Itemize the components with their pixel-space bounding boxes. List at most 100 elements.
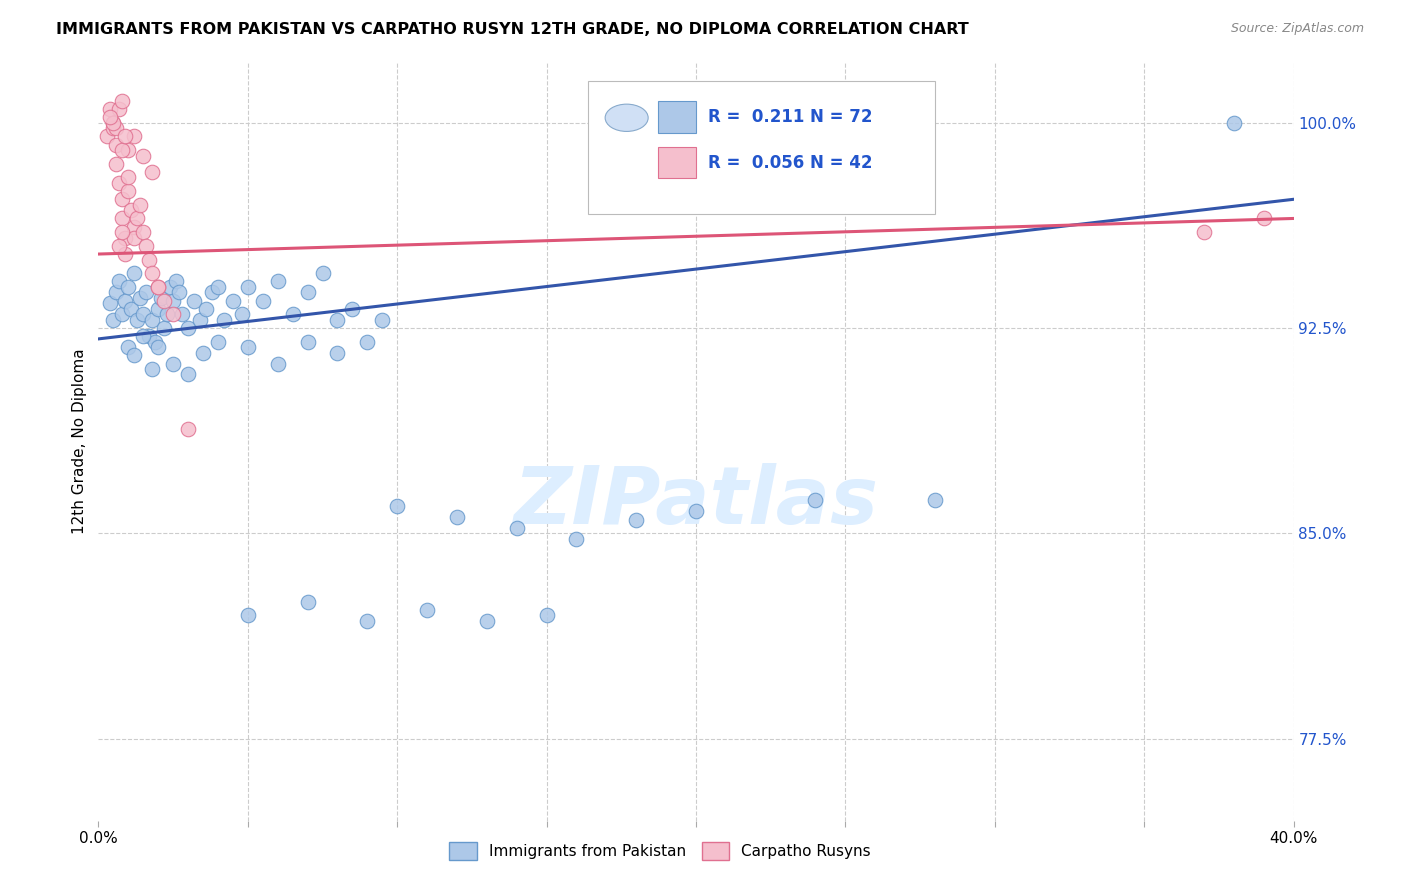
Point [141, 362, 163, 376]
Point [236, 340, 259, 354]
Point [536, 608, 558, 623]
Point [222, 293, 245, 308]
Point [124, 129, 146, 144]
Point [108, 239, 131, 253]
Point [103, 116, 125, 130]
Point [162, 357, 184, 371]
Point [177, 321, 200, 335]
Point [311, 266, 333, 280]
Point [111, 192, 134, 206]
Point [117, 280, 139, 294]
Point [207, 334, 229, 349]
Point [117, 340, 139, 354]
Point [267, 274, 290, 288]
Bar [658, 101, 696, 133]
Point [132, 307, 155, 321]
Point [111, 143, 134, 157]
Point [356, 614, 378, 628]
Point [129, 198, 152, 212]
Circle shape [605, 104, 648, 131]
Point [103, 121, 125, 136]
Point [120, 203, 142, 218]
Point [105, 285, 128, 300]
Point [159, 280, 181, 294]
Legend: Immigrants from Pakistan, Carpatho Rusyns: Immigrants from Pakistan, Carpatho Rusyn… [443, 836, 877, 866]
Point [124, 266, 146, 280]
Point [135, 239, 157, 253]
Point [165, 274, 187, 288]
Point [98, 296, 122, 310]
Point [132, 225, 155, 239]
Point [141, 165, 163, 179]
Point [105, 121, 128, 136]
Point [108, 176, 131, 190]
Point [124, 219, 146, 234]
Point [475, 614, 498, 628]
FancyBboxPatch shape [589, 81, 935, 214]
Point [177, 422, 200, 436]
Point [297, 595, 319, 609]
Point [195, 301, 218, 316]
Point [281, 307, 304, 321]
Point [120, 301, 142, 316]
Text: Source: ZipAtlas.com: Source: ZipAtlas.com [1230, 22, 1364, 36]
Point [108, 102, 131, 116]
Text: IMMIGRANTS FROM PAKISTAN VS CARPATHO RUSYN 12TH GRADE, NO DIPLOMA CORRELATION CH: IMMIGRANTS FROM PAKISTAN VS CARPATHO RUS… [56, 22, 969, 37]
Point [129, 291, 152, 305]
Point [1192, 225, 1215, 239]
Point [98, 110, 122, 124]
Point [156, 307, 179, 321]
Point [105, 157, 128, 171]
Point [141, 266, 163, 280]
Point [111, 225, 134, 239]
Point [1253, 211, 1275, 226]
Point [506, 521, 529, 535]
Point [111, 307, 134, 321]
Point [117, 170, 139, 185]
Point [297, 334, 319, 349]
Point [150, 291, 173, 305]
Text: N = 42: N = 42 [810, 153, 872, 171]
Point [356, 334, 378, 349]
Point [96, 129, 118, 144]
Point [167, 285, 190, 300]
Text: R =  0.211: R = 0.211 [709, 108, 804, 126]
Point [231, 307, 253, 321]
Point [183, 293, 205, 308]
Point [685, 504, 707, 518]
Point [138, 252, 160, 267]
Point [385, 499, 409, 513]
Point [252, 293, 274, 308]
Point [111, 94, 134, 108]
Point [342, 301, 364, 316]
Point [162, 293, 184, 308]
Point [1223, 116, 1246, 130]
Point [153, 321, 176, 335]
Point [117, 184, 139, 198]
Point [127, 211, 149, 226]
Point [138, 329, 160, 343]
Point [626, 512, 648, 526]
Point [103, 116, 125, 130]
Point [162, 307, 184, 321]
Point [297, 285, 319, 300]
Point [103, 312, 125, 326]
Point [148, 280, 170, 294]
Point [326, 312, 349, 326]
Point [201, 285, 224, 300]
Point [446, 509, 468, 524]
Point [108, 274, 131, 288]
Point [188, 312, 211, 326]
Point [148, 301, 170, 316]
Point [114, 230, 136, 244]
Point [132, 329, 155, 343]
Point [371, 312, 394, 326]
Point [153, 293, 176, 308]
Point [114, 247, 136, 261]
Point [177, 368, 200, 382]
Point [236, 280, 259, 294]
Point [111, 211, 134, 226]
Point [98, 102, 122, 116]
Point [127, 312, 149, 326]
Point [143, 334, 166, 349]
